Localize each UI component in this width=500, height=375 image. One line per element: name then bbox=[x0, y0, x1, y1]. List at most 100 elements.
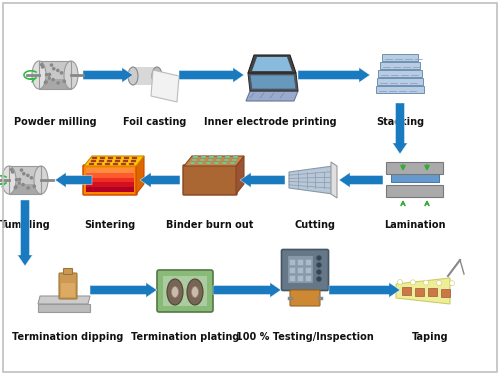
Polygon shape bbox=[396, 278, 450, 304]
Polygon shape bbox=[236, 156, 244, 194]
Circle shape bbox=[62, 80, 66, 83]
FancyBboxPatch shape bbox=[183, 165, 237, 195]
FancyBboxPatch shape bbox=[377, 78, 423, 84]
FancyBboxPatch shape bbox=[39, 61, 71, 89]
Circle shape bbox=[436, 280, 442, 285]
FancyBboxPatch shape bbox=[386, 186, 444, 198]
Circle shape bbox=[316, 255, 322, 261]
Circle shape bbox=[41, 65, 44, 69]
Circle shape bbox=[450, 281, 454, 286]
Bar bbox=[100, 156, 105, 159]
Polygon shape bbox=[55, 172, 92, 188]
Polygon shape bbox=[240, 172, 285, 188]
FancyBboxPatch shape bbox=[38, 304, 90, 312]
FancyBboxPatch shape bbox=[378, 69, 422, 76]
FancyBboxPatch shape bbox=[386, 162, 444, 174]
Circle shape bbox=[45, 73, 48, 76]
Bar bbox=[289, 259, 295, 265]
Circle shape bbox=[424, 280, 428, 285]
Circle shape bbox=[32, 184, 36, 188]
Bar bbox=[116, 156, 121, 159]
Bar bbox=[428, 288, 437, 296]
FancyBboxPatch shape bbox=[9, 184, 41, 194]
Bar bbox=[129, 162, 134, 165]
Circle shape bbox=[26, 186, 30, 190]
Polygon shape bbox=[38, 296, 90, 304]
Circle shape bbox=[30, 176, 34, 180]
Bar bbox=[98, 159, 103, 162]
FancyBboxPatch shape bbox=[9, 166, 41, 194]
Circle shape bbox=[56, 69, 59, 72]
Text: Tumbling: Tumbling bbox=[0, 220, 50, 230]
Polygon shape bbox=[248, 55, 296, 73]
FancyBboxPatch shape bbox=[376, 86, 424, 93]
Text: Lamination: Lamination bbox=[384, 220, 446, 230]
Bar bbox=[86, 182, 134, 187]
Bar bbox=[200, 159, 204, 161]
Circle shape bbox=[44, 80, 48, 84]
Ellipse shape bbox=[152, 67, 162, 85]
Ellipse shape bbox=[34, 166, 48, 194]
Circle shape bbox=[52, 78, 55, 81]
Bar bbox=[86, 178, 134, 182]
Bar bbox=[305, 267, 311, 273]
FancyBboxPatch shape bbox=[382, 54, 418, 60]
Text: Cutting: Cutting bbox=[294, 220, 336, 230]
Circle shape bbox=[10, 168, 14, 171]
Circle shape bbox=[22, 183, 25, 186]
Text: Termination dipping: Termination dipping bbox=[12, 332, 124, 342]
Polygon shape bbox=[179, 68, 244, 82]
Circle shape bbox=[316, 270, 322, 274]
Ellipse shape bbox=[128, 67, 138, 85]
Circle shape bbox=[52, 67, 56, 70]
Circle shape bbox=[11, 170, 15, 174]
Bar bbox=[208, 159, 212, 161]
Bar bbox=[217, 156, 222, 158]
Bar bbox=[132, 156, 137, 159]
Ellipse shape bbox=[172, 286, 178, 297]
Circle shape bbox=[398, 279, 402, 285]
Polygon shape bbox=[250, 75, 296, 89]
Bar bbox=[216, 159, 220, 161]
Bar bbox=[92, 156, 97, 159]
Bar bbox=[198, 162, 203, 164]
Polygon shape bbox=[329, 282, 400, 297]
Bar bbox=[201, 156, 206, 158]
Circle shape bbox=[50, 63, 54, 67]
Bar bbox=[441, 288, 450, 297]
Bar bbox=[415, 288, 424, 296]
Bar bbox=[90, 159, 96, 162]
Ellipse shape bbox=[192, 286, 198, 297]
Bar bbox=[225, 156, 230, 158]
FancyBboxPatch shape bbox=[163, 276, 207, 306]
Text: Stacking: Stacking bbox=[376, 117, 424, 127]
Text: Taping: Taping bbox=[412, 332, 449, 342]
Text: Termination plating: Termination plating bbox=[131, 332, 239, 342]
Circle shape bbox=[60, 71, 64, 75]
Bar bbox=[130, 159, 136, 162]
Bar bbox=[224, 159, 228, 161]
Bar bbox=[305, 259, 311, 265]
Bar bbox=[206, 162, 211, 164]
Bar bbox=[214, 162, 219, 164]
Bar bbox=[193, 156, 198, 158]
FancyBboxPatch shape bbox=[290, 290, 320, 306]
Bar bbox=[97, 162, 102, 165]
Circle shape bbox=[40, 63, 43, 66]
Bar bbox=[106, 159, 112, 162]
Bar bbox=[121, 162, 126, 165]
Bar bbox=[86, 168, 134, 173]
Polygon shape bbox=[248, 73, 298, 91]
FancyBboxPatch shape bbox=[282, 249, 329, 291]
FancyBboxPatch shape bbox=[157, 270, 213, 312]
FancyBboxPatch shape bbox=[133, 67, 157, 85]
Bar bbox=[402, 287, 411, 295]
FancyBboxPatch shape bbox=[380, 62, 420, 69]
Bar bbox=[114, 159, 119, 162]
Bar bbox=[192, 159, 196, 161]
Polygon shape bbox=[331, 162, 337, 198]
Circle shape bbox=[48, 76, 51, 80]
Text: 100 % Testing/Inspection: 100 % Testing/Inspection bbox=[236, 332, 374, 342]
FancyBboxPatch shape bbox=[64, 268, 72, 274]
Circle shape bbox=[22, 172, 26, 176]
